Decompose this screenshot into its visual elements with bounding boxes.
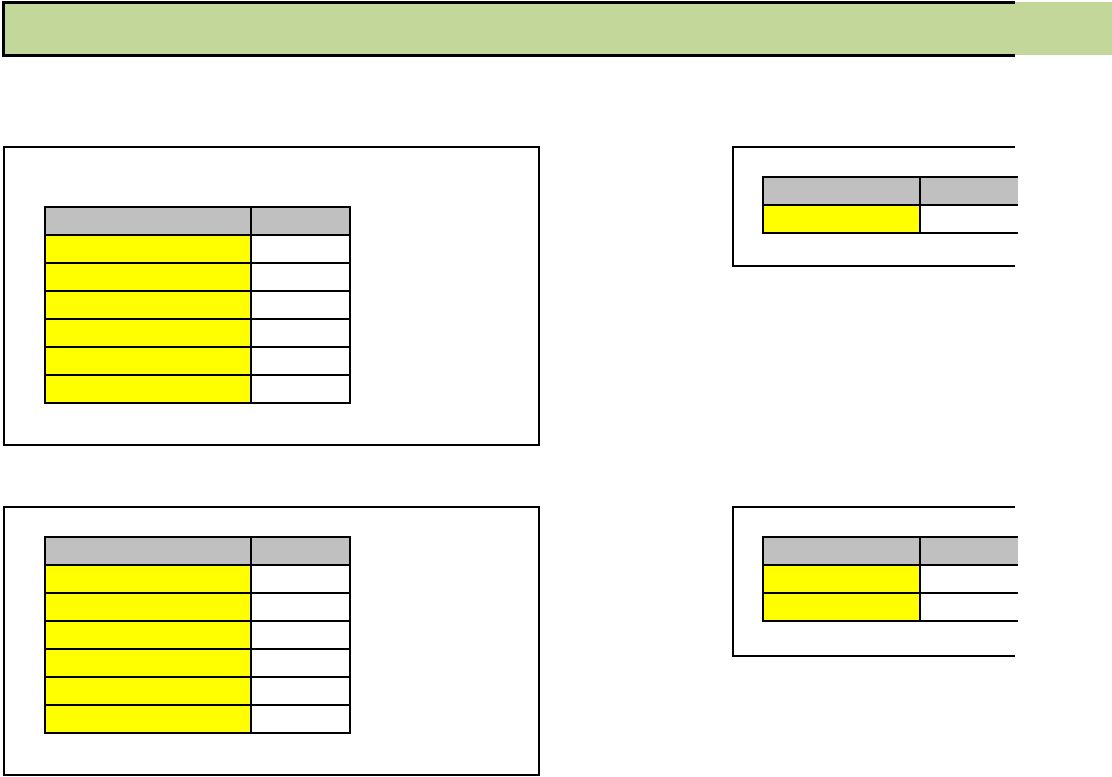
- table-header-row: [44, 536, 351, 566]
- table-header-row: [762, 536, 1018, 566]
- table-top-left: [44, 206, 351, 404]
- panel-top-right: [732, 146, 1018, 267]
- header-label-cell[interactable]: [762, 176, 921, 206]
- label-cell[interactable]: [44, 318, 252, 348]
- panel-bottom-left: [3, 506, 540, 776]
- table-row: [44, 620, 351, 650]
- header-value-cell[interactable]: [919, 536, 1018, 566]
- table-bottom-left: [44, 536, 351, 734]
- label-cell[interactable]: [44, 704, 252, 734]
- header-label-cell[interactable]: [44, 206, 252, 236]
- table-row: [44, 374, 351, 404]
- header-value-cell[interactable]: [250, 206, 351, 236]
- header-label-cell[interactable]: [44, 536, 252, 566]
- table-bottom-right: [762, 536, 1018, 622]
- table-row: [44, 648, 351, 678]
- table-row: [44, 290, 351, 320]
- header-value-cell[interactable]: [919, 176, 1018, 206]
- title-banner-extension: [1015, 2, 1112, 55]
- table-row: [44, 262, 351, 292]
- value-cell[interactable]: [250, 592, 351, 622]
- table-row: [762, 564, 1018, 594]
- value-cell[interactable]: [250, 374, 351, 404]
- title-banner: [2, 1, 1015, 57]
- value-cell[interactable]: [250, 290, 351, 320]
- table-row: [44, 234, 351, 264]
- panel-top-left: [3, 146, 540, 446]
- panel-bottom-right: [732, 506, 1018, 657]
- value-cell[interactable]: [250, 676, 351, 706]
- table-row: [44, 346, 351, 376]
- value-cell[interactable]: [250, 346, 351, 376]
- value-cell[interactable]: [250, 234, 351, 264]
- table-top-right: [762, 176, 1018, 234]
- label-cell[interactable]: [44, 290, 252, 320]
- label-cell[interactable]: [44, 374, 252, 404]
- value-cell[interactable]: [250, 704, 351, 734]
- label-cell[interactable]: [44, 648, 252, 678]
- label-cell[interactable]: [44, 592, 252, 622]
- value-cell[interactable]: [250, 564, 351, 594]
- label-cell[interactable]: [44, 620, 252, 650]
- table-row: [44, 318, 351, 348]
- label-cell[interactable]: [44, 262, 252, 292]
- value-cell[interactable]: [250, 318, 351, 348]
- value-cell[interactable]: [250, 620, 351, 650]
- value-cell[interactable]: [919, 204, 1018, 234]
- table-header-row: [762, 176, 1018, 206]
- table-row: [44, 676, 351, 706]
- table-row: [762, 204, 1018, 234]
- label-cell[interactable]: [44, 234, 252, 264]
- table-row: [44, 704, 351, 734]
- table-row: [44, 564, 351, 594]
- table-row: [44, 592, 351, 622]
- table-header-row: [44, 206, 351, 236]
- table-row: [762, 592, 1018, 622]
- label-cell[interactable]: [762, 564, 921, 594]
- label-cell[interactable]: [44, 564, 252, 594]
- value-cell[interactable]: [250, 262, 351, 292]
- label-cell[interactable]: [762, 204, 921, 234]
- header-label-cell[interactable]: [762, 536, 921, 566]
- value-cell[interactable]: [919, 592, 1018, 622]
- value-cell[interactable]: [250, 648, 351, 678]
- label-cell[interactable]: [762, 592, 921, 622]
- label-cell[interactable]: [44, 676, 252, 706]
- label-cell[interactable]: [44, 346, 252, 376]
- value-cell[interactable]: [919, 564, 1018, 594]
- header-value-cell[interactable]: [250, 536, 351, 566]
